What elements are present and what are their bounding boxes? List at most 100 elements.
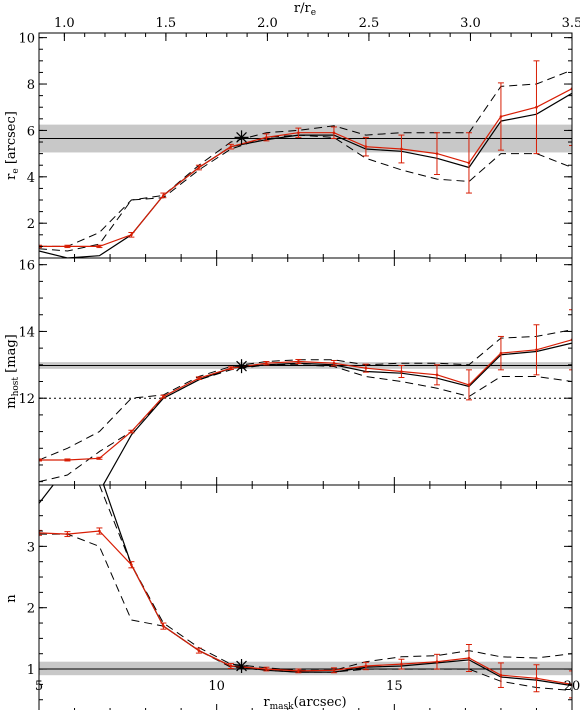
- panel-re-black-line: [39, 92, 572, 258]
- data-point: [162, 194, 165, 197]
- data-point: [499, 673, 503, 677]
- panel-re-error-bar: [227, 143, 234, 150]
- top-axis-tick-label: 1.0: [54, 16, 75, 31]
- data-point: [265, 361, 268, 365]
- panel-n-error-bar: [160, 622, 167, 630]
- x-tick-label: 15: [386, 679, 403, 694]
- panel-n-plot-area: [39, 485, 572, 699]
- panel-mhost-error-bar: [128, 429, 135, 434]
- panel-n-error-bar: [227, 663, 234, 669]
- panel-n-frame: [38, 484, 573, 710]
- panel-mhost-error-bar: [64, 458, 71, 462]
- top-axis-title: r/re: [294, 1, 316, 18]
- data-point: [364, 145, 368, 148]
- panel-re-dashed-lower-line: [39, 134, 572, 252]
- data-point: [467, 656, 471, 660]
- data-point: [435, 373, 439, 377]
- panel-n-y-axis-title: n: [4, 594, 19, 603]
- y-axis-title-sub: host: [11, 377, 21, 397]
- panel-mhost-error-bar: [195, 376, 202, 381]
- y-axis-title-main: n: [4, 594, 19, 603]
- panel-mhost-dashed-lower-line: [39, 364, 572, 483]
- data-point: [400, 147, 403, 151]
- panel-n-error-bar: [330, 667, 337, 674]
- panel-re-error-bar: [465, 132, 472, 194]
- data-point: [297, 360, 300, 363]
- panel-re-error-bar: [64, 244, 71, 249]
- panel-n-star-marker: [234, 658, 249, 673]
- top-axis-tick-label: 1.5: [156, 16, 177, 31]
- axes-text: r/re rmask(arcsec): [263, 1, 346, 710]
- data-point: [265, 667, 268, 671]
- x-axis-title-tail: (arcsec): [294, 695, 347, 710]
- panel-re-error-bar: [160, 192, 167, 199]
- y-tick-label: 2: [27, 602, 35, 617]
- panel-mhost-star-marker: [234, 359, 249, 374]
- panel-re-error-bar: [96, 244, 103, 249]
- x-axis-title: rmask(arcsec): [263, 695, 346, 710]
- y-tick-label: 1: [27, 663, 35, 678]
- y-axis-title-main: m: [4, 396, 19, 408]
- panel-re-error-bar: [433, 132, 440, 175]
- panel-re-error-bar: [497, 82, 504, 151]
- panel-n-error-bar: [497, 662, 504, 688]
- data-point: [98, 529, 101, 533]
- x-axis-title-main: r: [263, 695, 270, 710]
- panel-mhost-error-bar: [362, 363, 369, 373]
- data-point: [364, 664, 368, 668]
- panel-re-error-bar: [533, 60, 540, 155]
- panel-mhost-error-bar: [263, 360, 270, 366]
- top-axis-title-main: r/r: [294, 1, 312, 16]
- panel-n-error-bar: [96, 527, 103, 535]
- data-point: [229, 664, 233, 668]
- x-tick-label: 5: [35, 679, 43, 694]
- data-point: [499, 115, 503, 118]
- panel-mhost-error-bar: [497, 335, 504, 371]
- data-point: [400, 370, 403, 373]
- data-point: [435, 152, 439, 155]
- data-point: [98, 456, 101, 460]
- panel-re-error-bar: [330, 126, 337, 140]
- data-point: [297, 669, 300, 673]
- data-point: [229, 145, 233, 148]
- panel-re-error-bar: [295, 127, 302, 138]
- panel-n-error-bar: [295, 668, 302, 674]
- panel-n-error-bar: [195, 647, 202, 654]
- y-tick-label: 6: [27, 124, 35, 139]
- panel-mhost-error-bar: [533, 324, 540, 376]
- data-point: [535, 676, 538, 680]
- panel-n: 1 2 3 n: [4, 484, 573, 710]
- data-point: [66, 245, 69, 248]
- top-axis-tick-label: 2.0: [257, 16, 278, 31]
- data-point: [499, 351, 503, 355]
- y-axis-title-sub: e: [11, 168, 21, 173]
- panel-mhost-error-bar: [96, 456, 103, 460]
- panel-re-dashed-upper-line: [39, 69, 572, 247]
- x-axis-title-sub: mask: [270, 702, 295, 710]
- top-axis-tick-label: 3.0: [460, 16, 481, 31]
- data-point: [197, 649, 201, 652]
- data-point: [162, 624, 165, 628]
- data-point: [364, 366, 368, 370]
- panel-re-error-bar: [128, 231, 135, 238]
- y-axis-title-tail: [arcsec]: [4, 111, 19, 168]
- panel-mhost: 12 14 16 mhost [mag]: [4, 257, 573, 486]
- data-point: [197, 166, 201, 169]
- data-point: [332, 361, 336, 365]
- panel-mhost-frame: [38, 257, 573, 486]
- data-point: [66, 458, 69, 462]
- panel-mhost-y-axis-title: mhost [mag]: [4, 334, 21, 408]
- panel-re: 2 4 6 8 10 re [arcsec]: [4, 32, 573, 259]
- panel-re-error-bar: [263, 133, 270, 142]
- panel-re-error-bar: [362, 136, 369, 157]
- top-axis-tick-label: 2.5: [359, 16, 380, 31]
- panel-n-error-bar: [533, 664, 540, 693]
- x-tick-label: 10: [208, 679, 225, 694]
- panel-n-error-bar: [433, 653, 440, 670]
- panel-mhost-error-bar: [227, 366, 234, 370]
- panel-n-dashed-upper-line: [39, 485, 572, 671]
- top-axis-tick-label: 3.5: [562, 16, 580, 31]
- data-point: [130, 563, 133, 567]
